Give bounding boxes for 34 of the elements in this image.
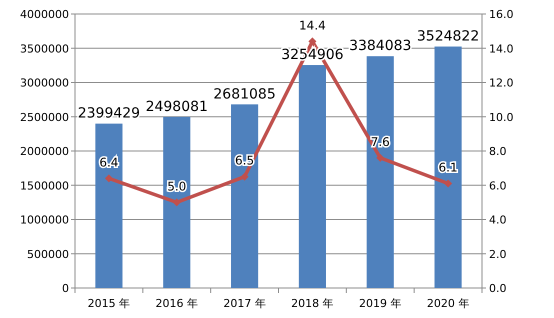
ytick: 2000000 xyxy=(20,145,69,158)
data-label: 14.4 xyxy=(299,18,326,32)
data-label: 6.1 xyxy=(438,160,458,175)
y2tick: 8.0 xyxy=(489,145,506,158)
xtick: 2017 年 xyxy=(223,297,266,310)
xtick: 2019 年 xyxy=(359,297,402,310)
ytick: 1000000 xyxy=(20,214,69,226)
ytick: 500000 xyxy=(27,248,69,261)
xtick: 2018 年 xyxy=(291,297,334,310)
y2tick: 16.0 xyxy=(489,8,514,21)
xtick: 2016 年 xyxy=(156,297,198,310)
ytick: 0 xyxy=(62,282,69,295)
data-label: 6.4 xyxy=(99,155,118,170)
ytick: 1500000 xyxy=(20,179,69,192)
data-label: 7.6 xyxy=(370,134,390,149)
y2tick: 4.0 xyxy=(489,214,506,226)
ytick: 2500000 xyxy=(20,110,69,124)
ytick: 3500000 xyxy=(20,42,69,56)
data-label: 2498081 xyxy=(146,98,208,115)
y2tick: 2.0 xyxy=(489,248,506,261)
y2tick: 14.0 xyxy=(489,42,514,56)
y2tick: 12.0 xyxy=(489,76,514,90)
y2tick: 0.0 xyxy=(489,282,506,295)
data-label: 2681085 xyxy=(213,86,276,102)
xtick: 2020 年 xyxy=(426,297,470,310)
data-label: 3384083 xyxy=(349,38,412,54)
y2tick: 6.0 xyxy=(489,179,506,192)
y2tick: 10.0 xyxy=(489,110,514,124)
ytick: 3000000 xyxy=(20,76,69,90)
data-label: 5.0 xyxy=(167,179,186,194)
xtick: 2015 年 xyxy=(88,297,130,310)
ytick: 4000000 xyxy=(20,8,69,21)
data-label: 2399429 xyxy=(78,106,140,122)
data-label: 3524822 xyxy=(416,28,480,45)
